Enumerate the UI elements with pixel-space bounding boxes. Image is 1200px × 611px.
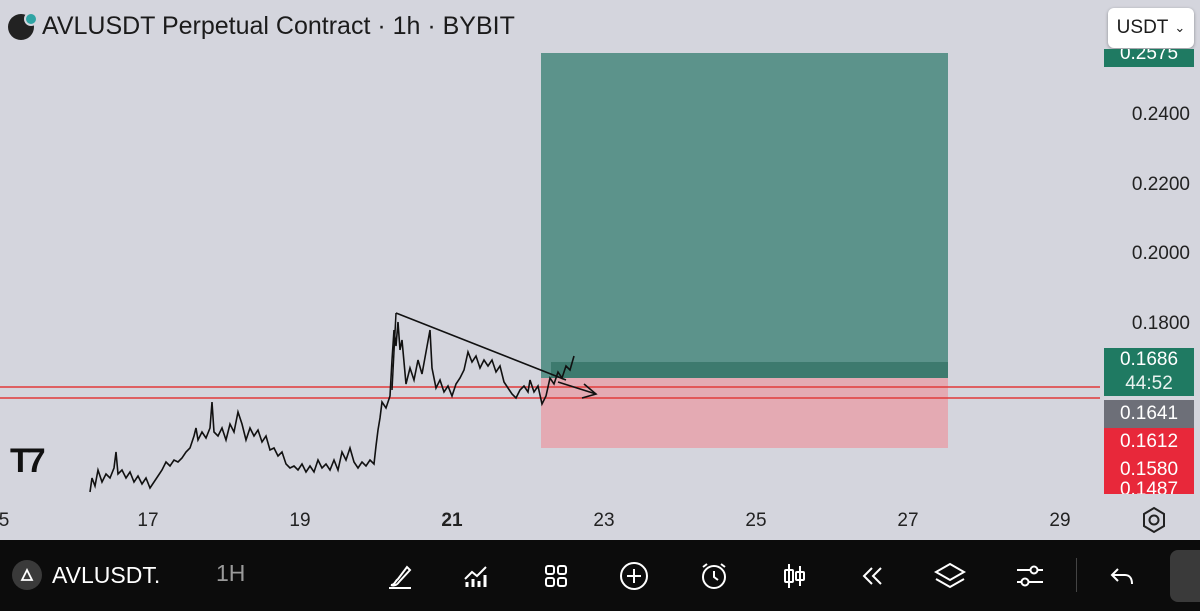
symbol-logo-icon bbox=[12, 560, 42, 590]
toolbar-symbol: AVLUSDT. bbox=[52, 561, 161, 588]
time-tick: 5 bbox=[0, 510, 10, 531]
entry-band bbox=[551, 362, 948, 378]
alarm-icon[interactable] bbox=[694, 540, 734, 611]
price-chart[interactable] bbox=[0, 0, 1200, 540]
indicators-icon[interactable] bbox=[456, 540, 496, 611]
plus-circle-icon[interactable] bbox=[614, 540, 654, 611]
time-tick: 29 bbox=[1049, 510, 1071, 531]
interval-selector[interactable]: 1H bbox=[216, 560, 246, 586]
candles-series bbox=[89, 321, 575, 493]
target-price-badge: 0.1686 44:52 bbox=[1104, 348, 1194, 396]
toolbar-divider bbox=[1076, 558, 1077, 592]
profit-zone[interactable] bbox=[541, 53, 948, 378]
stop-price-3: 0.1487 bbox=[1119, 479, 1179, 494]
undo-icon[interactable] bbox=[1102, 540, 1142, 611]
time-tick: 17 bbox=[137, 510, 159, 531]
bar-countdown: 44:52 bbox=[1125, 373, 1173, 394]
chart-settings-icon[interactable] bbox=[1140, 506, 1168, 534]
exchange-logo-icon bbox=[8, 11, 38, 40]
time-tick: 23 bbox=[593, 510, 615, 531]
chart-area[interactable]: AVLUSDT Perpetual Contract · 1h · BYBIT … bbox=[0, 0, 1200, 540]
price-tick: 0.1800 bbox=[1131, 313, 1190, 334]
price-tick: 0.2400 bbox=[1131, 104, 1190, 125]
arrow-head bbox=[581, 383, 598, 399]
trendline-vertical[interactable] bbox=[391, 312, 397, 391]
layers-icon[interactable] bbox=[930, 540, 970, 611]
bottom-toolbar: AVLUSDT. 1H bbox=[0, 540, 1200, 611]
symbol-switcher[interactable]: AVLUSDT. bbox=[12, 560, 160, 590]
chevron-down-icon: ⌄ bbox=[1174, 20, 1186, 35]
price-badge-top: 0.2575 bbox=[1104, 49, 1194, 67]
current-price-badge: 0.1641 bbox=[1104, 400, 1194, 428]
settings-sliders-icon[interactable] bbox=[1010, 540, 1050, 611]
symbol-header[interactable]: AVLUSDT Perpetual Contract · 1h · BYBIT bbox=[8, 11, 515, 41]
time-tick: 27 bbox=[897, 510, 919, 531]
brush-icon[interactable] bbox=[380, 540, 420, 611]
trendline-descending[interactable] bbox=[395, 312, 567, 381]
currency-label: USDT bbox=[1116, 17, 1169, 38]
stop-price-2: 0.1580 bbox=[1119, 459, 1179, 480]
time-tick: 25 bbox=[745, 510, 767, 531]
candles-icon[interactable] bbox=[774, 540, 814, 611]
tradingview-logo: T7 bbox=[10, 442, 46, 480]
stop-price-1: 0.1612 bbox=[1119, 431, 1179, 452]
loss-zone[interactable] bbox=[541, 378, 948, 448]
time-tick: 19 bbox=[289, 510, 311, 531]
layout-grid-icon[interactable] bbox=[536, 540, 576, 611]
price-tick: 0.2000 bbox=[1131, 243, 1190, 264]
target-price: 0.1686 bbox=[1119, 349, 1179, 370]
replay-icon[interactable] bbox=[852, 540, 892, 611]
currency-selector[interactable]: USDT ⌄ bbox=[1108, 8, 1194, 48]
time-tick: 21 bbox=[441, 510, 463, 531]
chart-title: AVLUSDT Perpetual Contract · 1h · BYBIT bbox=[42, 12, 515, 40]
stop-price-badge: 0.1612 0.1580 0.1487 bbox=[1104, 428, 1194, 494]
price-tick: 0.2200 bbox=[1131, 174, 1190, 195]
more-panel-edge[interactable] bbox=[1170, 540, 1200, 611]
breakout-arrow[interactable] bbox=[557, 381, 597, 395]
